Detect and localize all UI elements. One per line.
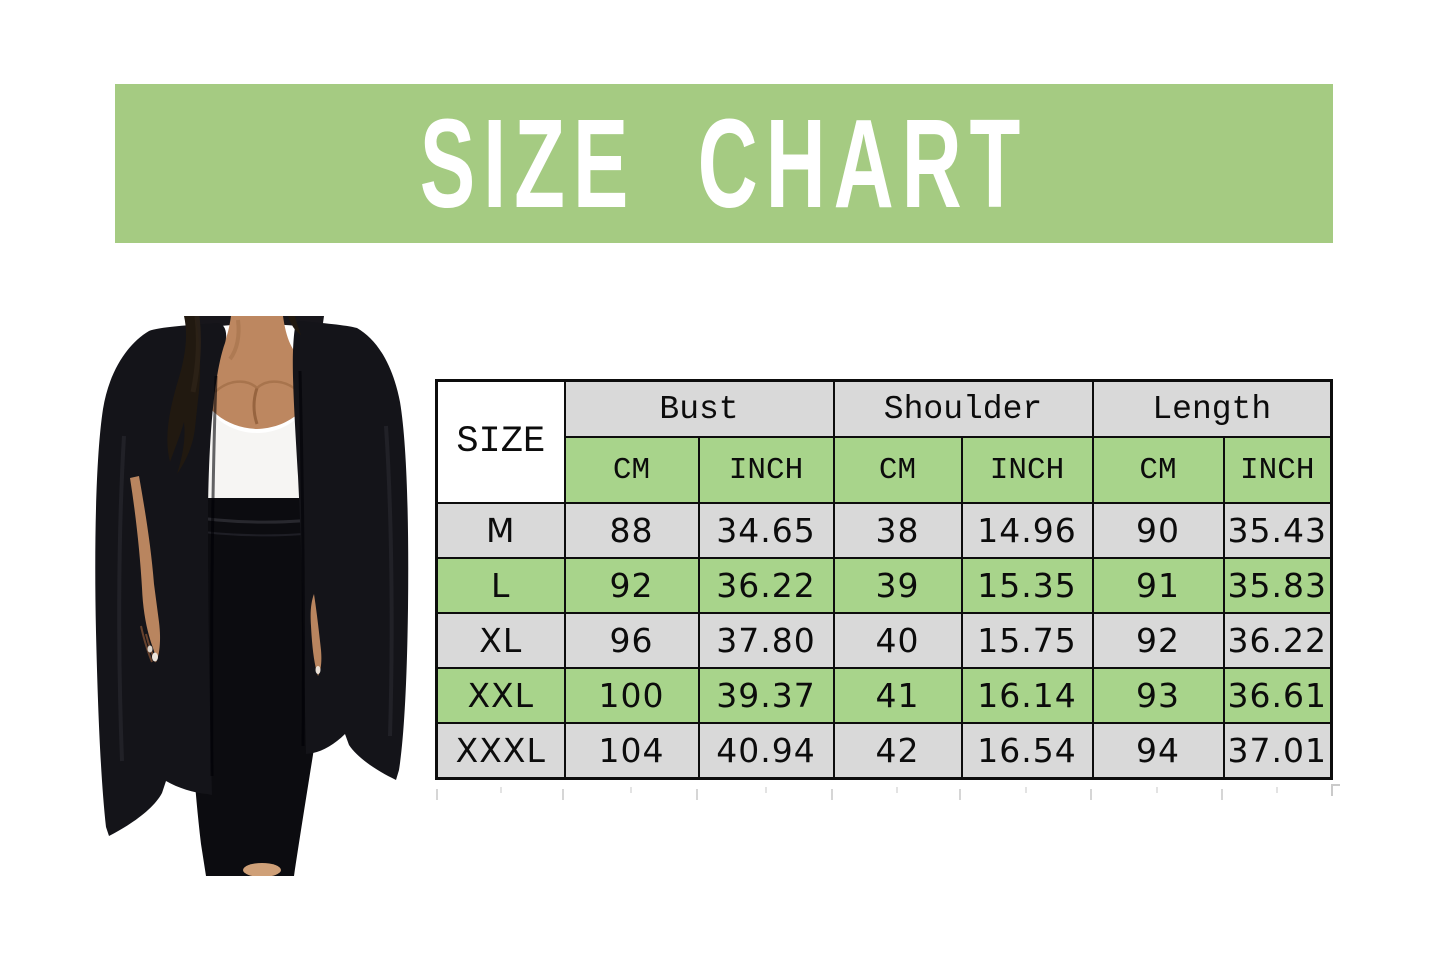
neck-chest bbox=[193, 316, 321, 429]
gridline-tick bbox=[1025, 787, 1027, 793]
cell-shoulder-inch: 16.14 bbox=[960, 667, 1094, 724]
size-label: M bbox=[435, 502, 566, 559]
size-label: XXL bbox=[435, 667, 566, 724]
cell-length-inch: 36.61 bbox=[1222, 667, 1333, 724]
gridline-tick bbox=[1221, 789, 1223, 800]
table-row-xl: XL 96 37.80 40 15.75 92 36.22 bbox=[435, 612, 1333, 669]
cell-length-inch: 35.43 bbox=[1222, 502, 1333, 559]
gridline-tick bbox=[500, 787, 502, 793]
table-row-l: L 92 36.22 39 15.35 91 35.83 bbox=[435, 557, 1333, 614]
size-label: XL bbox=[435, 612, 566, 669]
size-table: SIZE Bust Shoulder Length CM INCH CM INC… bbox=[435, 379, 1334, 780]
gridline-tick bbox=[959, 789, 961, 800]
left-nail2 bbox=[147, 645, 153, 653]
right-nail bbox=[315, 666, 321, 674]
cell-length-inch: 36.22 bbox=[1222, 612, 1333, 669]
cell-bust-cm: 100 bbox=[563, 667, 700, 724]
cleavage-shading bbox=[252, 387, 259, 425]
bust-inch-header: INCH bbox=[697, 436, 835, 504]
gridline-tick bbox=[1156, 787, 1158, 793]
table-row-xxl: XXL 100 39.37 41 16.14 93 36.61 bbox=[435, 667, 1333, 724]
cell-shoulder-cm: 42 bbox=[832, 722, 963, 780]
lapel-edge-right bbox=[298, 370, 305, 747]
banner-title: SIZE CHART bbox=[419, 92, 1029, 234]
hair-strand bbox=[190, 316, 201, 393]
cell-length-inch: 35.83 bbox=[1222, 557, 1333, 614]
lapel-edge-left bbox=[210, 375, 218, 777]
gridline-tick bbox=[562, 789, 564, 800]
cell-length-cm: 94 bbox=[1091, 722, 1225, 780]
cell-shoulder-cm: 41 bbox=[832, 667, 963, 724]
cell-shoulder-cm: 40 bbox=[832, 612, 963, 669]
cell-length-cm: 91 bbox=[1091, 557, 1225, 614]
length-cm-header: CM bbox=[1091, 436, 1225, 504]
gridline-tick bbox=[765, 787, 767, 793]
cell-shoulder-cm: 38 bbox=[832, 502, 963, 559]
unit-header-row: CM INCH CM INCH CM INCH bbox=[437, 436, 1333, 504]
cell-bust-cm: 92 bbox=[563, 557, 700, 614]
cape-fold-left bbox=[117, 435, 126, 762]
cape-right-panel bbox=[292, 320, 409, 780]
cell-bust-inch: 39.37 bbox=[697, 667, 835, 724]
length-group-header: Length bbox=[1091, 379, 1333, 438]
shoulder-cm-header: CM bbox=[832, 436, 963, 504]
cell-shoulder-inch: 15.35 bbox=[960, 557, 1094, 614]
table-row-m: M 88 34.65 38 14.96 90 35.43 bbox=[435, 502, 1333, 559]
cape-left-panel bbox=[95, 323, 227, 836]
model-illustration bbox=[95, 316, 409, 876]
gridline-tick bbox=[1090, 789, 1092, 800]
tank-top bbox=[181, 371, 333, 504]
toe bbox=[243, 863, 281, 876]
group-header-row: SIZE Bust Shoulder Length bbox=[435, 379, 1333, 504]
gridline-tick bbox=[436, 789, 438, 800]
cell-bust-cm: 96 bbox=[563, 612, 700, 669]
cell-length-inch: 37.01 bbox=[1222, 722, 1333, 780]
size-column-header: SIZE bbox=[435, 379, 566, 504]
cell-shoulder-inch: 15.75 bbox=[960, 612, 1094, 669]
cape-fold-right bbox=[384, 425, 394, 737]
bust-group-header: Bust bbox=[563, 379, 835, 438]
left-nail bbox=[152, 652, 158, 662]
cell-bust-inch: 40.94 bbox=[697, 722, 835, 780]
cell-bust-inch: 36.22 bbox=[697, 557, 835, 614]
hair bbox=[167, 316, 201, 474]
cell-length-cm: 90 bbox=[1091, 502, 1225, 559]
hair-right bbox=[288, 316, 301, 335]
cell-shoulder-inch: 16.54 bbox=[960, 722, 1094, 780]
cell-length-cm: 93 bbox=[1091, 667, 1225, 724]
selection-handle-artifact bbox=[1331, 784, 1340, 796]
cell-shoulder-inch: 14.96 bbox=[960, 502, 1094, 559]
shoulder-inch-header: INCH bbox=[960, 436, 1094, 504]
neck-shading bbox=[228, 319, 241, 361]
product-photo bbox=[94, 316, 416, 876]
size-label: XXXL bbox=[435, 722, 566, 780]
cell-bust-cm: 104 bbox=[563, 722, 700, 780]
length-inch-header: INCH bbox=[1222, 436, 1333, 504]
table-row-xxxl: XXXL 104 40.94 42 16.54 94 37.01 bbox=[435, 722, 1333, 780]
shoulder-group-header: Shoulder bbox=[832, 379, 1094, 438]
gridline-tick bbox=[896, 787, 898, 793]
cell-shoulder-cm: 39 bbox=[832, 557, 963, 614]
gridline-tick bbox=[1276, 787, 1278, 793]
bust-cm-header: CM bbox=[563, 436, 700, 504]
cell-length-cm: 92 bbox=[1091, 612, 1225, 669]
gridline-tick bbox=[831, 789, 833, 800]
banner: SIZE CHART bbox=[115, 84, 1333, 243]
size-label: L bbox=[435, 557, 566, 614]
right-hand bbox=[310, 594, 322, 676]
cell-bust-cm: 88 bbox=[563, 502, 700, 559]
cell-bust-inch: 37.80 bbox=[697, 612, 835, 669]
cell-bust-inch: 34.65 bbox=[697, 502, 835, 559]
gridline-tick bbox=[696, 789, 698, 800]
pants bbox=[181, 498, 335, 876]
gridline-tick bbox=[630, 787, 632, 793]
left-arm bbox=[130, 476, 161, 660]
